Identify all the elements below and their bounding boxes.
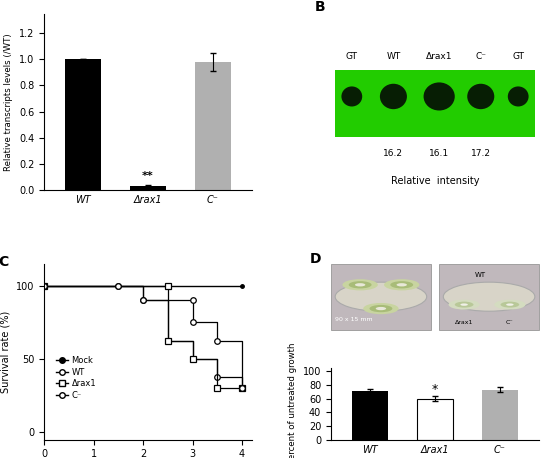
Text: 17.2: 17.2 [471,149,491,158]
Bar [352,391,388,440]
Circle shape [500,302,519,308]
Text: WT: WT [386,52,400,61]
Bar [335,70,535,137]
Text: Δrax1: Δrax1 [426,52,453,61]
Circle shape [384,279,420,290]
Text: B: B [315,0,325,14]
Bar [65,60,101,190]
Bar [417,398,453,440]
Text: GT: GT [512,52,524,61]
Text: **: ** [142,171,154,180]
Legend: Mock, WT, Δrax1, C⁻: Mock, WT, Δrax1, C⁻ [52,353,100,403]
Text: GT: GT [346,52,358,61]
Text: WT: WT [475,272,486,278]
Ellipse shape [342,87,362,107]
Y-axis label: Percent of untreated growth: Percent of untreated growth [288,343,298,458]
Circle shape [390,281,413,289]
Circle shape [460,303,468,306]
Text: 16.1: 16.1 [429,149,449,158]
Ellipse shape [380,84,407,109]
Ellipse shape [468,84,494,109]
Bar [195,62,231,190]
Ellipse shape [424,82,455,110]
Text: C: C [0,255,8,269]
Y-axis label: Relative transcripts levels (/WT): Relative transcripts levels (/WT) [4,33,13,170]
Circle shape [343,279,378,290]
Circle shape [455,302,474,308]
Circle shape [370,305,392,312]
Circle shape [494,300,525,310]
Text: Relative  intensity: Relative intensity [390,176,479,185]
Text: *: * [432,383,438,397]
Bar [130,186,166,190]
Text: C⁻: C⁻ [506,321,514,326]
Bar [331,264,431,330]
Circle shape [363,303,399,314]
Circle shape [355,283,365,286]
Text: D: D [310,252,322,266]
Circle shape [376,307,386,310]
Y-axis label: Survival rate (%): Survival rate (%) [1,311,10,393]
Text: 90 x 15 mm: 90 x 15 mm [335,317,373,322]
Circle shape [349,281,372,289]
Bar [482,390,518,440]
Circle shape [443,282,535,311]
Circle shape [506,303,514,306]
Text: C⁻: C⁻ [475,52,486,61]
Circle shape [449,300,480,310]
Text: Δrax1: Δrax1 [455,321,474,326]
Text: 16.2: 16.2 [383,149,403,158]
Circle shape [335,282,427,311]
Ellipse shape [508,87,529,107]
Bar [439,264,539,330]
Circle shape [397,283,407,286]
